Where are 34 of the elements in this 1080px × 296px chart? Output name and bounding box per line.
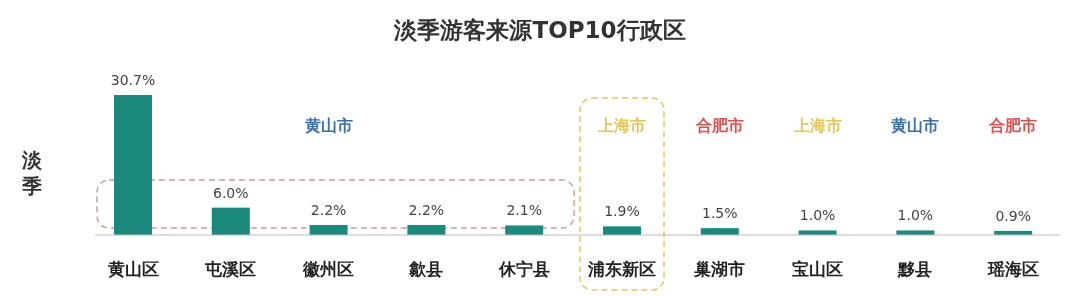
bar [211,207,250,235]
x-tick-label: 黄山区 [106,259,159,279]
x-tick-label: 宝山区 [792,259,844,279]
x-tick-label: 徽州区 [302,259,355,279]
data-label: 1.5% [702,205,738,222]
data-label: 0.9% [995,207,1031,224]
x-tick-label: 瑶海区 [986,259,1039,279]
x-tick-label: 歙县 [408,259,444,279]
data-label: 30.7% [110,72,156,88]
data-label: 1.0% [897,207,934,224]
x-tick-label: 黟县 [897,259,933,279]
annotation: 黄山市 [890,116,940,135]
chart-title: 淡季游客来源TOP10行政区 [393,17,686,43]
annotation: 上海市 [792,116,842,135]
bar [309,224,348,235]
data-label: 2.2% [310,201,347,218]
x-tick-label: 休宁县 [497,259,550,279]
x-tick-label: 屯溪区 [204,259,257,279]
annotation: 上海市 [597,116,646,135]
data-label: 2.1% [506,202,542,219]
y-axis-title: 淡季 [21,148,43,198]
bar [114,95,152,235]
data-label: 2.2% [408,201,445,218]
x-tick-label: 巢湖市 [693,259,746,279]
bar [603,226,641,235]
data-label: 1.0% [799,207,836,224]
x-tick-label: 浦东新区 [587,259,656,279]
bar [407,224,446,235]
data-label: 6.0% [213,184,249,201]
annotation: 合肥市 [988,116,1038,135]
data-label: 1.9% [604,203,640,220]
annotation: 合肥市 [694,116,744,135]
annotation: 黄山市 [303,116,353,135]
bar [505,225,544,235]
